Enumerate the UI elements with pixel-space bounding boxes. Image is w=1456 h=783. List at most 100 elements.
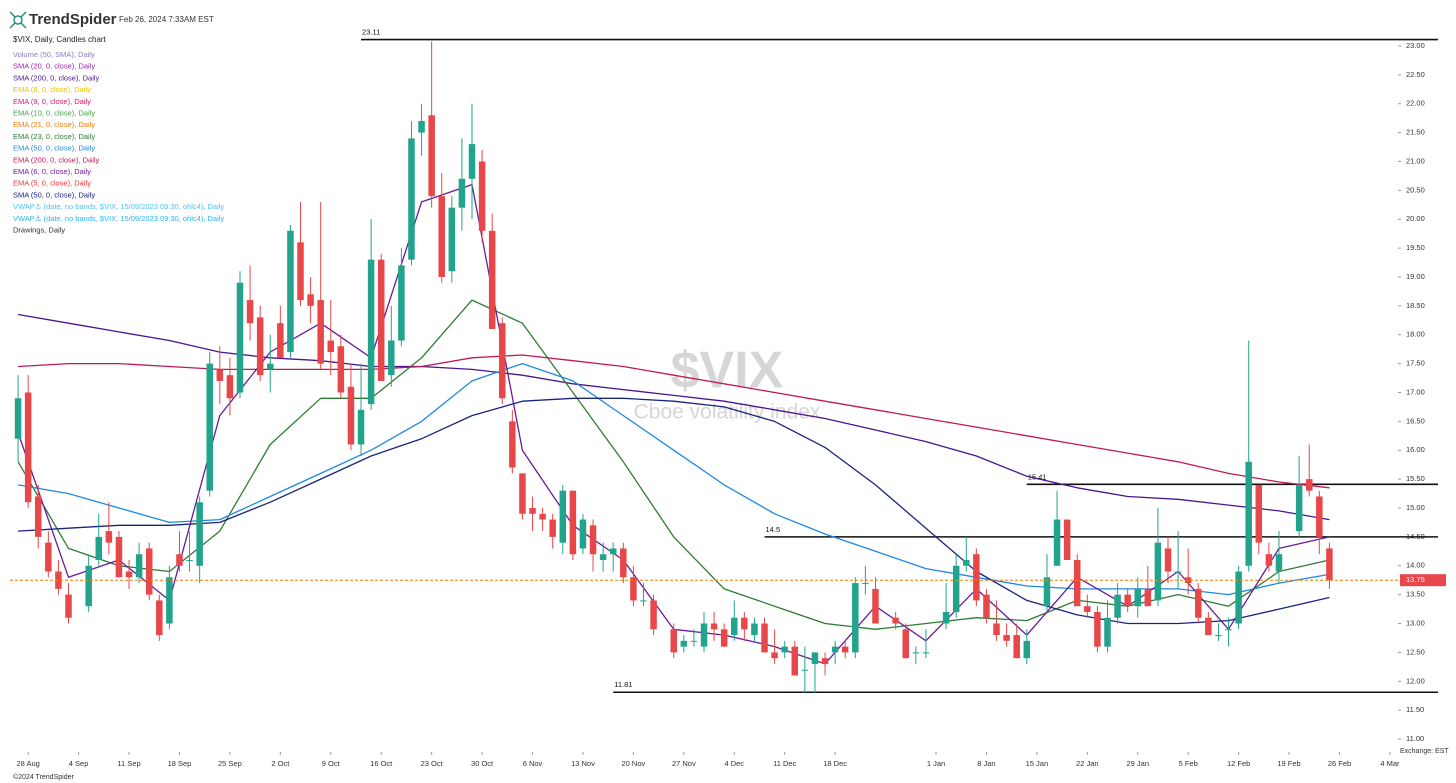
candle-body bbox=[852, 583, 859, 653]
brand: TrendSpider bbox=[29, 11, 117, 28]
x-tick-label: 4 Sep bbox=[69, 759, 89, 768]
candle-body bbox=[236, 282, 244, 393]
candle-body bbox=[821, 658, 829, 664]
legend-entry: SMA (200, 0, close), Daily bbox=[13, 73, 100, 82]
x-tick-label: 4 Mar bbox=[1380, 759, 1400, 768]
legend-entry: EMA (9, 0, close), Daily bbox=[13, 97, 91, 106]
candle-body bbox=[751, 623, 758, 636]
x-tick-label: 4 Dec bbox=[724, 759, 744, 768]
y-tick-label: 11.50 bbox=[1406, 705, 1424, 714]
candle-body bbox=[710, 623, 718, 630]
indicator-line bbox=[17, 313, 1330, 521]
candle-body bbox=[1003, 635, 1010, 641]
footer: ©2024 TrendSpider bbox=[13, 773, 74, 781]
legend-entry: EMA (23, 0, close), Daily bbox=[13, 132, 95, 141]
y-tick-label: 23.00 bbox=[1406, 41, 1425, 50]
y-tick-label: 15.00 bbox=[1406, 503, 1425, 512]
x-tick-label: 25 Sep bbox=[218, 759, 242, 768]
candle-body bbox=[862, 583, 869, 585]
x-tick-label: 9 Oct bbox=[322, 759, 341, 768]
x-tick-label: 18 Sep bbox=[168, 759, 192, 768]
candle-body bbox=[297, 242, 304, 301]
candle-body bbox=[902, 629, 909, 659]
x-tick-label: 27 Nov bbox=[672, 759, 696, 768]
candle-body bbox=[1245, 461, 1252, 566]
y-tick-label: 12.00 bbox=[1406, 676, 1425, 685]
candle-body bbox=[1013, 635, 1020, 659]
candle-body bbox=[1154, 542, 1162, 601]
candle-body bbox=[1184, 577, 1192, 584]
indicator-line bbox=[17, 183, 1330, 665]
y-tick-label: 15.50 bbox=[1406, 474, 1425, 483]
candle-body bbox=[428, 115, 435, 197]
x-tick-label: 15 Jan bbox=[1026, 759, 1049, 768]
candle-body bbox=[579, 519, 587, 549]
candle-body bbox=[781, 646, 788, 653]
candle-body bbox=[640, 600, 647, 602]
chart-title: $VIX, Daily, Candles chart bbox=[13, 35, 107, 44]
y-tick-label: 18.50 bbox=[1406, 301, 1425, 310]
candle-body bbox=[922, 652, 930, 654]
candle-body bbox=[337, 346, 345, 393]
candle-body bbox=[287, 230, 294, 353]
legend-entry: EMA (5, 0, close), Daily bbox=[13, 179, 91, 188]
y-tick-label: 22.50 bbox=[1406, 70, 1425, 79]
candle-body bbox=[95, 536, 103, 560]
x-tick-label: 13 Nov bbox=[571, 759, 595, 768]
candle-body bbox=[841, 646, 849, 653]
candle-body bbox=[519, 473, 526, 514]
candle-body bbox=[499, 323, 506, 399]
candle-body bbox=[741, 617, 748, 630]
candle-body bbox=[176, 554, 183, 566]
candle-body bbox=[398, 265, 405, 341]
candle-body bbox=[952, 565, 960, 612]
candle-body bbox=[942, 611, 950, 624]
candle-body bbox=[277, 323, 284, 358]
candle-body bbox=[670, 629, 677, 653]
candle-body bbox=[1134, 588, 1141, 607]
x-tick-label: 8 Jan bbox=[977, 759, 995, 768]
candle-body bbox=[357, 409, 365, 445]
candle-body bbox=[478, 161, 486, 231]
candle-body bbox=[690, 640, 698, 642]
candle-body bbox=[65, 594, 72, 618]
candle-body bbox=[539, 513, 546, 520]
x-tick-label: 12 Feb bbox=[1227, 759, 1250, 768]
candle-body bbox=[872, 588, 879, 624]
legend-entry: VWAP⚓ (date, no bands, $VIX, 15/09/2023 … bbox=[13, 214, 224, 223]
candle-body bbox=[1063, 519, 1071, 560]
candle-body bbox=[115, 536, 123, 578]
candle-body bbox=[559, 490, 567, 543]
legend-entry: EMA (10, 0, close), Daily bbox=[13, 108, 95, 117]
candle-body bbox=[529, 508, 536, 514]
candle-body bbox=[801, 669, 809, 671]
y-tick-label: 17.00 bbox=[1406, 387, 1425, 396]
y-tick-label: 21.00 bbox=[1406, 156, 1425, 165]
legend-entry: EMA (21, 0, close), Daily bbox=[13, 120, 95, 129]
candle-body bbox=[408, 138, 415, 260]
x-tick-label: 6 Nov bbox=[523, 759, 543, 768]
legend-entry: VWAP⚓ (date, no bands, $VIX, 15/09/2023 … bbox=[13, 202, 224, 211]
y-tick-label: 16.50 bbox=[1406, 416, 1425, 425]
candle-body bbox=[791, 646, 799, 676]
candle-body bbox=[45, 542, 52, 572]
candle-body bbox=[1326, 548, 1333, 581]
candle-body bbox=[650, 600, 657, 630]
indicator-line bbox=[18, 397, 1330, 625]
candle-body bbox=[1144, 588, 1152, 607]
x-tick-label: 22 Jan bbox=[1076, 759, 1099, 768]
candle-body bbox=[1265, 554, 1273, 566]
candle-body bbox=[1174, 571, 1182, 573]
candle-body bbox=[1305, 479, 1313, 491]
candle-body bbox=[14, 398, 22, 439]
candle-body bbox=[216, 369, 224, 381]
candle-body bbox=[549, 519, 556, 537]
y-tick-label: 21.50 bbox=[1406, 128, 1425, 137]
level-label: 23.11 bbox=[362, 28, 380, 37]
candle-body bbox=[589, 525, 597, 555]
candle-body bbox=[1124, 594, 1131, 607]
candle-body bbox=[246, 300, 254, 324]
candle-body bbox=[388, 340, 395, 376]
candle-body bbox=[912, 652, 920, 654]
x-tick-label: 28 Aug bbox=[16, 759, 39, 768]
